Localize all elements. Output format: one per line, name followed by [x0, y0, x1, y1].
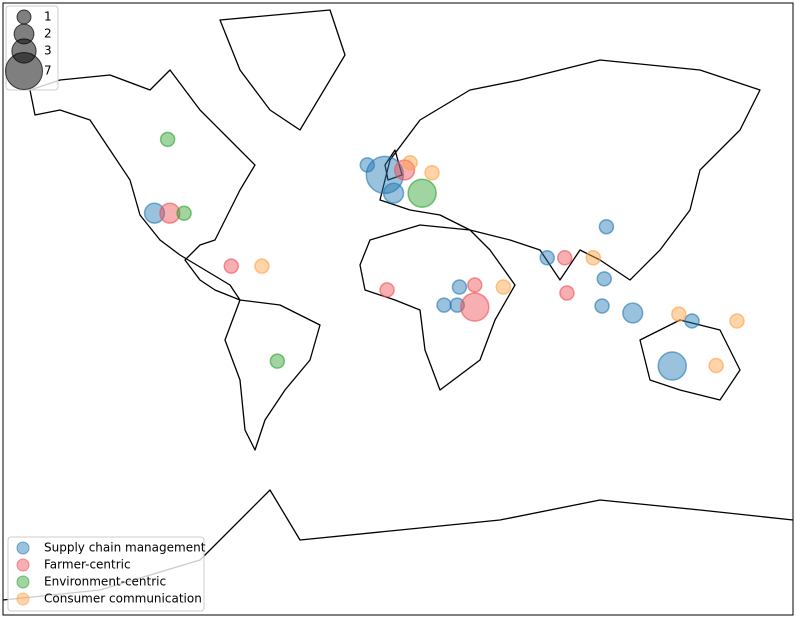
bubble — [176, 205, 192, 221]
size-legend-label: 3 — [44, 44, 52, 58]
bubble — [467, 277, 483, 293]
bubble — [407, 178, 437, 208]
bubble — [556, 250, 573, 266]
bubble — [539, 250, 555, 266]
africa — [359, 224, 516, 391]
bubble — [585, 250, 602, 266]
bubble — [684, 313, 700, 329]
britain — [384, 149, 403, 181]
size-legend-marker — [16, 9, 32, 25]
bubble — [708, 357, 724, 374]
bubble — [657, 351, 687, 381]
size-legend-label: 7 — [44, 64, 52, 78]
legend-marker — [16, 592, 30, 606]
bubble — [365, 155, 405, 195]
bubble — [393, 159, 416, 181]
bubble — [424, 165, 440, 181]
bubble — [382, 182, 405, 204]
bubble — [729, 313, 745, 329]
legend-marker — [16, 541, 30, 555]
legend-box — [7, 536, 205, 612]
south-america — [224, 299, 321, 451]
legend-label: Environment-centric — [44, 575, 166, 589]
bubble — [594, 298, 610, 314]
bubble — [671, 306, 687, 322]
bubble — [598, 218, 615, 235]
bubble — [495, 279, 512, 295]
legend-marker — [16, 575, 30, 589]
size-legend-marker — [4, 51, 44, 91]
legend-label: Consumer communication — [44, 592, 202, 606]
bubble — [402, 154, 418, 171]
bubbles — [143, 131, 745, 381]
bubble — [460, 292, 490, 322]
bubble — [436, 297, 452, 313]
greenland — [219, 9, 346, 131]
bubble — [451, 279, 468, 295]
legend-label: Farmer-centric — [44, 558, 131, 572]
legend-marker — [16, 558, 30, 572]
size-legend-label: 1 — [44, 10, 52, 24]
legend-label: Supply chain management — [44, 541, 206, 555]
bubble — [379, 282, 395, 298]
size-legend-label: 2 — [44, 27, 52, 41]
bubble — [143, 202, 166, 224]
bubble — [254, 258, 270, 274]
bubble — [622, 302, 644, 324]
bubble — [223, 258, 240, 274]
australia — [639, 319, 741, 401]
bubble — [159, 131, 176, 148]
bubble — [596, 271, 612, 287]
bubble — [159, 202, 181, 224]
north-america — [29, 69, 256, 301]
eurasia — [379, 59, 761, 281]
bubble — [559, 285, 575, 301]
bubble — [269, 353, 286, 369]
